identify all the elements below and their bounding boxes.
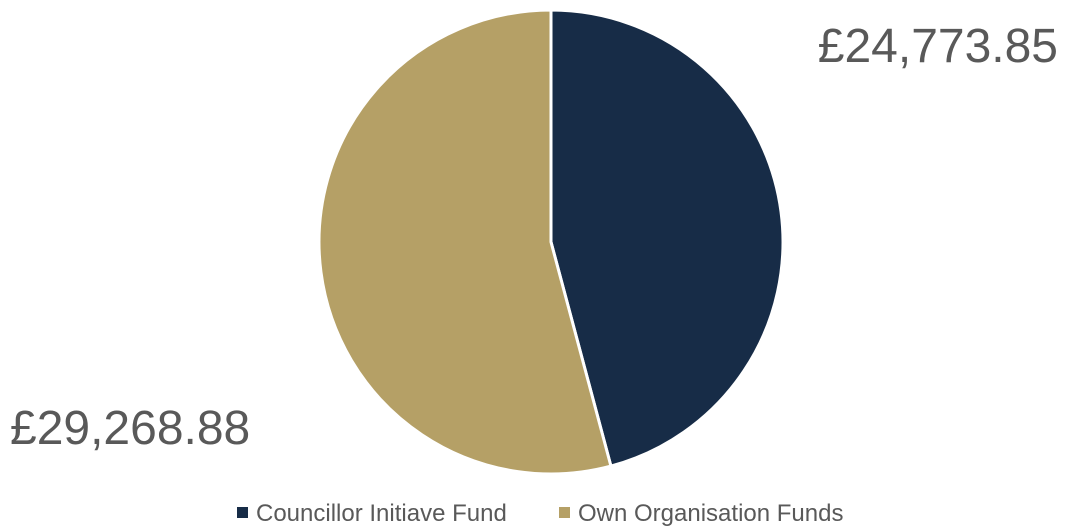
pie-slices [317, 8, 785, 476]
data-label-own-organisation-funds: £29,268.88 [10, 402, 250, 455]
data-label-councillor-initiave-fund: £24,773.85 [818, 20, 1058, 73]
legend-swatch-own-organisation-funds [559, 507, 570, 518]
legend-label-councillor-initiave-fund: Councillor Initiave Fund [256, 500, 507, 526]
legend-label-own-organisation-funds: Own Organisation Funds [578, 500, 843, 526]
pie-slice-own-organisation-funds [317, 8, 613, 476]
legend: Councillor Initiave Fund Own Organisatio… [237, 500, 843, 526]
pie-slice-councillor-initiave-fund [549, 8, 785, 468]
legend-swatch-councillor-initiave-fund [237, 507, 248, 518]
